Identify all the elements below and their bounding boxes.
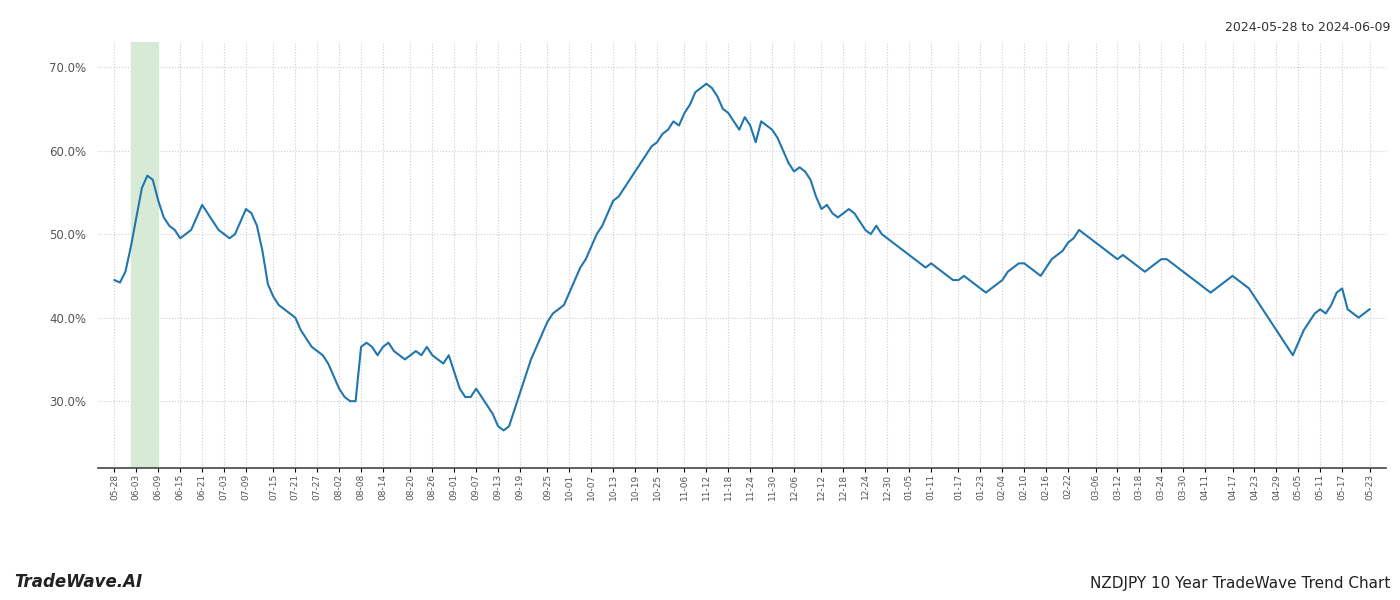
Text: TradeWave.AI: TradeWave.AI — [14, 573, 143, 591]
Text: 2024-05-28 to 2024-06-09: 2024-05-28 to 2024-06-09 — [1225, 21, 1390, 34]
Bar — [130, 42, 158, 468]
Text: NZDJPY 10 Year TradeWave Trend Chart: NZDJPY 10 Year TradeWave Trend Chart — [1089, 576, 1390, 591]
